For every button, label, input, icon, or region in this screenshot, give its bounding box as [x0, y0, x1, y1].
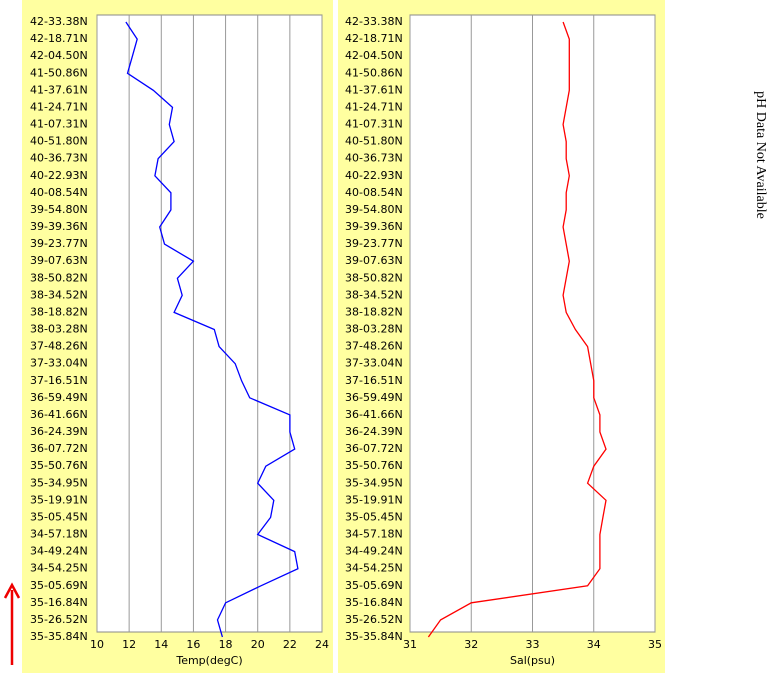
- y-tick-label: 40-08.54N: [30, 186, 88, 199]
- y-tick-label: 40-22.93N: [30, 169, 88, 182]
- y-tick-label: 36-59.49N: [345, 391, 403, 404]
- y-tick-label: 39-23.77N: [30, 237, 88, 250]
- x-tick-label: 32: [464, 638, 478, 651]
- direction-arrow-head: [3, 582, 21, 599]
- y-tick-label: 37-33.04N: [345, 357, 403, 370]
- x-axis-title: Temp(degC): [175, 654, 242, 667]
- x-tick-label: 34: [587, 638, 601, 651]
- y-tick-label: 37-16.51N: [30, 374, 88, 387]
- y-tick-label: 38-18.82N: [345, 305, 403, 318]
- y-tick-label: 35-34.95N: [30, 476, 88, 489]
- y-tick-label: 39-07.63N: [30, 254, 88, 267]
- y-tick-label: 40-51.80N: [345, 135, 403, 148]
- y-tick-label: 38-34.52N: [30, 288, 88, 301]
- y-tick-label: 42-33.38N: [30, 15, 88, 28]
- ph-message: pH Data Not Available: [753, 91, 768, 219]
- y-tick-label: 35-05.45N: [345, 510, 403, 523]
- y-tick-label: 35-35.84N: [345, 630, 403, 643]
- y-tick-label: 41-50.86N: [30, 66, 88, 79]
- y-tick-label: 38-50.82N: [345, 271, 403, 284]
- y-tick-label: 36-41.66N: [30, 408, 88, 421]
- y-tick-label: 38-34.52N: [345, 288, 403, 301]
- y-tick-label: 38-18.82N: [30, 305, 88, 318]
- y-tick-label: 35-34.95N: [345, 476, 403, 489]
- y-tick-label: 35-05.45N: [30, 510, 88, 523]
- y-tick-label: 41-24.71N: [345, 100, 403, 113]
- y-tick-label: 40-08.54N: [345, 186, 403, 199]
- y-tick-label: 37-33.04N: [30, 357, 88, 370]
- x-axis-title: Sal(psu): [510, 654, 555, 667]
- x-tick-label: 24: [315, 638, 329, 651]
- y-tick-label: 34-49.24N: [345, 545, 403, 558]
- y-tick-label: 34-49.24N: [30, 545, 88, 558]
- y-tick-label: 42-18.71N: [345, 32, 403, 45]
- y-tick-label: 40-22.93N: [345, 169, 403, 182]
- plot-area: [96, 14, 323, 633]
- y-tick-label: 39-39.36N: [30, 220, 88, 233]
- y-tick-label: 34-54.25N: [30, 562, 88, 575]
- x-tick-label: 14: [154, 638, 168, 651]
- y-tick-label: 35-19.91N: [30, 493, 88, 506]
- x-tick-label: 35: [648, 638, 662, 651]
- x-tick-label: 31: [403, 638, 417, 651]
- y-tick-label: 41-07.31N: [345, 118, 403, 131]
- y-tick-label: 34-54.25N: [345, 562, 403, 575]
- x-tick-label: 20: [251, 638, 265, 651]
- y-tick-label: 37-48.26N: [30, 340, 88, 353]
- y-tick-label: 41-37.61N: [30, 83, 88, 96]
- y-tick-label: 39-07.63N: [345, 254, 403, 267]
- x-tick-label: 22: [283, 638, 297, 651]
- y-tick-label: 38-50.82N: [30, 271, 88, 284]
- y-tick-label: 39-23.77N: [345, 237, 403, 250]
- x-tick-label: 12: [122, 638, 136, 651]
- y-tick-label: 35-50.76N: [30, 459, 88, 472]
- y-tick-label: 39-39.36N: [345, 220, 403, 233]
- y-tick-label: 41-50.86N: [345, 66, 403, 79]
- y-tick-label: 36-24.39N: [30, 425, 88, 438]
- y-tick-label: 34-57.18N: [30, 528, 88, 541]
- y-tick-label: 39-54.80N: [30, 203, 88, 216]
- y-tick-label: 35-26.52N: [345, 613, 403, 626]
- y-tick-label: 38-03.28N: [30, 323, 88, 336]
- y-tick-label: 36-24.39N: [345, 425, 403, 438]
- y-tick-label: 35-26.52N: [30, 613, 88, 626]
- y-tick-label: 35-05.69N: [30, 579, 88, 592]
- data-line: [427, 21, 607, 638]
- y-tick-label: 42-04.50N: [30, 49, 88, 62]
- y-tick-label: 41-07.31N: [30, 118, 88, 131]
- y-tick-label: 34-57.18N: [345, 528, 403, 541]
- y-tick-label: 42-18.71N: [30, 32, 88, 45]
- y-tick-label: 40-51.80N: [30, 135, 88, 148]
- y-tick-label: 38-03.28N: [345, 323, 403, 336]
- y-tick-label: 35-19.91N: [345, 493, 403, 506]
- y-tick-label: 35-35.84N: [30, 630, 88, 643]
- y-tick-label: 36-59.49N: [30, 391, 88, 404]
- y-tick-label: 35-50.76N: [345, 459, 403, 472]
- x-tick-label: 33: [526, 638, 540, 651]
- y-tick-label: 40-36.73N: [345, 152, 403, 165]
- y-tick-label: 41-37.61N: [345, 83, 403, 96]
- y-tick-label: 42-33.38N: [345, 15, 403, 28]
- x-tick-label: 18: [219, 638, 233, 651]
- y-tick-label: 40-36.73N: [30, 152, 88, 165]
- y-tick-label: 36-07.72N: [30, 442, 88, 455]
- y-tick-label: 35-16.84N: [30, 596, 88, 609]
- y-tick-label: 35-16.84N: [345, 596, 403, 609]
- data-line: [125, 21, 299, 638]
- y-tick-label: 37-16.51N: [345, 374, 403, 387]
- y-tick-label: 36-41.66N: [345, 408, 403, 421]
- y-tick-label: 37-48.26N: [345, 340, 403, 353]
- y-tick-label: 39-54.80N: [345, 203, 403, 216]
- y-tick-label: 35-05.69N: [345, 579, 403, 592]
- y-tick-label: 36-07.72N: [345, 442, 403, 455]
- y-tick-label: 42-04.50N: [345, 49, 403, 62]
- x-tick-label: 10: [90, 638, 104, 651]
- x-tick-label: 16: [186, 638, 200, 651]
- y-tick-label: 41-24.71N: [30, 100, 88, 113]
